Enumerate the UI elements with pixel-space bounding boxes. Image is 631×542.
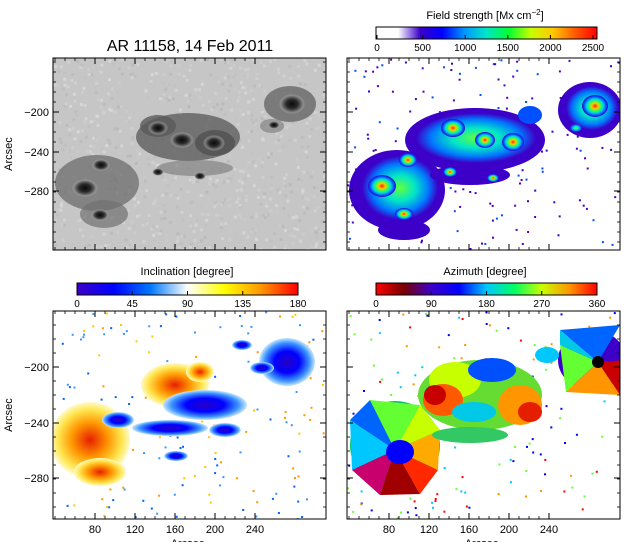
y-tick-label: −200 [24,107,49,119]
colorbar-tick-label: 135 [234,299,251,310]
x-tick-label: 160 [166,524,184,536]
colorbar-tick-label: 500 [414,43,431,54]
continuum-image [53,58,326,250]
panel-inclination: Inclination [degree] 0 45 90 135 180 80 120 16… [3,266,327,542]
x-tick-label: 200 [206,524,224,536]
y-tick-label: −280 [24,473,49,485]
colorbar-tick-label: 0 [74,299,80,310]
x-tick-label: 80 [383,524,395,536]
azimuth-frame [346,310,621,520]
y-tick-label: −200 [24,362,49,374]
y-tick-label: −240 [24,147,49,159]
inclination-frame [52,310,327,520]
colorbar-tick-label: 360 [589,299,606,310]
colorbar-tick-label: 180 [290,299,307,310]
colorbar-tick-label: 1500 [497,43,520,54]
panel-continuum: AR 11158, 14 Feb 2011 −200− [3,38,327,251]
colorbar-tick-label: 90 [182,299,194,310]
field-strength-map [347,58,620,250]
y-axis-label: Arcsec [3,398,15,432]
colorbar-tick-label: 0 [373,299,379,310]
x-tick-label: 160 [460,524,478,536]
x-tick-label: 240 [246,524,264,536]
x-tick-label: 240 [540,524,558,536]
inclination-colorbar-label: Inclination [degree] [141,266,234,278]
field-strength-frame [346,57,621,251]
inclination-map [53,311,326,519]
colorbar-tick-label: 1000 [454,43,477,54]
colorbar-tick-label: 45 [127,299,139,310]
panel-azimuth: Azimuth [degree] 0 90 180 270 360 [346,266,621,542]
x-tick-label: 200 [500,524,518,536]
y-tick-label: −240 [24,418,49,430]
azimuth-map [347,311,620,519]
x-tick-label: 120 [126,524,144,536]
x-axis-label: Arcsec [171,538,205,542]
figure-title: AR 11158, 14 Feb 2011 [107,38,273,55]
continuum-frame [52,57,327,251]
x-axis-label: Arcsec [465,538,499,542]
colorbar-tick-label: 180 [478,299,495,310]
panel-field-strength: Field strength [Mx cm−2] 0 500 1000 1500 200… [346,8,621,251]
y-axis-label: Arcsec [3,137,15,171]
colorbar-tick-label: 2000 [539,43,562,54]
y-tick-label: −280 [24,186,49,198]
colorbar-tick-label: 0 [374,43,380,54]
azimuth-colorbar-label: Azimuth [degree] [443,266,526,278]
field-strength-colorbar [375,26,598,40]
colorbar-tick-label: 2500 [582,43,605,54]
colorbar-tick-label: 90 [426,299,438,310]
x-tick-label: 120 [420,524,438,536]
x-tick-label: 80 [89,524,101,536]
colorbar-tick-label: 270 [533,299,550,310]
field-strength-colorbar-label: Field strength [Mx cm−2] [426,8,543,23]
